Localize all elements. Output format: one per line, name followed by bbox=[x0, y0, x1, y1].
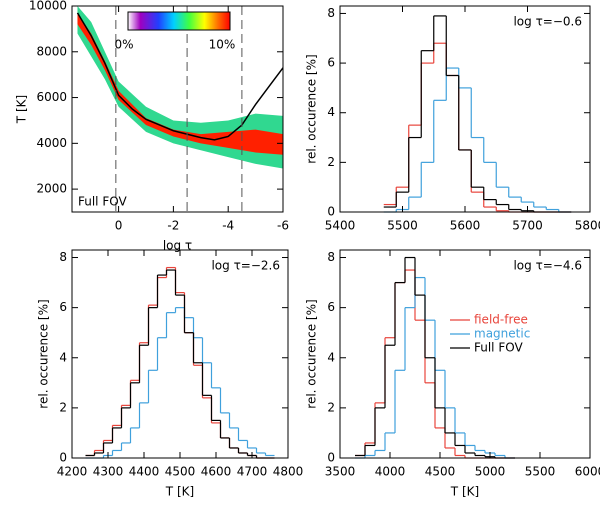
y-tick-label: 2000 bbox=[36, 182, 67, 196]
y-tick-label: 6000 bbox=[36, 90, 67, 104]
x-tick-label: 4700 bbox=[237, 465, 268, 479]
y-tick-label: 2 bbox=[59, 400, 67, 414]
density-core bbox=[77, 12, 283, 155]
y-tick-label: 0 bbox=[59, 451, 67, 465]
x-tick-label: 4000 bbox=[375, 465, 406, 479]
x-tick-label: 5500 bbox=[525, 465, 556, 479]
x-tick-label: 6000 bbox=[575, 465, 600, 479]
x-tick-label: 4200 bbox=[57, 465, 88, 479]
y-tick-label: 4 bbox=[59, 350, 67, 364]
y-tick-label: 6 bbox=[327, 56, 335, 70]
y-axis-label: rel. occurence [%] bbox=[305, 54, 319, 163]
step-connector bbox=[93, 267, 258, 458]
y-axis-label: rel. occurence [%] bbox=[37, 299, 51, 408]
x-tick-label: 5600 bbox=[450, 219, 481, 233]
legend-label: field-free bbox=[474, 313, 528, 327]
y-tick-label: 4 bbox=[327, 105, 335, 119]
x-tick-label: 4500 bbox=[425, 465, 456, 479]
step-connector bbox=[102, 307, 267, 458]
y-tick-label: 8 bbox=[59, 250, 67, 264]
x-tick-label: 5700 bbox=[512, 219, 543, 233]
density-outer bbox=[77, 6, 283, 169]
x-tick-label: 4800 bbox=[273, 465, 304, 479]
x-tick-label: 5400 bbox=[325, 219, 356, 233]
plot-frame bbox=[339, 249, 591, 459]
y-tick-label: 2 bbox=[327, 400, 335, 414]
y-tick-label: 4 bbox=[327, 350, 335, 364]
x-tick-label: 4300 bbox=[93, 465, 124, 479]
y-tick-label: 6 bbox=[59, 300, 67, 314]
y-axis-label: rel. occurence [%] bbox=[305, 299, 319, 408]
step-connector bbox=[364, 257, 496, 458]
step-connector bbox=[395, 15, 535, 212]
x-axis-label: T [K] bbox=[450, 485, 479, 499]
y-tick-label: 2 bbox=[327, 155, 335, 169]
x-tick-label: 4600 bbox=[201, 465, 232, 479]
plot-frame bbox=[71, 5, 284, 213]
panel-title: log τ=−2.6 bbox=[211, 259, 280, 273]
legend-label: magnetic bbox=[474, 327, 530, 341]
panel-title: log τ=−0.6 bbox=[513, 15, 582, 29]
y-tick-label: 4000 bbox=[36, 136, 67, 150]
x-axis-label: log τ bbox=[163, 239, 192, 253]
plot-frame bbox=[339, 5, 591, 213]
colorbar bbox=[127, 11, 231, 31]
y-tick-label: 10000 bbox=[29, 0, 67, 13]
panel-title: log τ=−4.6 bbox=[513, 259, 582, 273]
x-tick-label: -4 bbox=[222, 219, 234, 233]
x-tick-label: 4500 bbox=[165, 465, 196, 479]
y-tick-label: 0 bbox=[327, 451, 335, 465]
x-tick-label: 5000 bbox=[475, 465, 506, 479]
colorbar-label: 0% bbox=[114, 38, 133, 52]
x-axis-label: T [K] bbox=[165, 485, 194, 499]
y-tick-label: 8000 bbox=[36, 44, 67, 58]
y-tick-label: 6 bbox=[327, 300, 335, 314]
plot-frame bbox=[71, 249, 289, 459]
legend-label: Full FOV bbox=[474, 341, 523, 355]
colorbar-label: 10% bbox=[209, 38, 236, 52]
x-tick-label: 0 bbox=[115, 219, 123, 233]
x-tick-label: -6 bbox=[277, 219, 289, 233]
y-tick-label: 8 bbox=[327, 250, 335, 264]
y-tick-label: 0 bbox=[327, 205, 335, 219]
step-connector bbox=[93, 270, 258, 458]
y-axis-label: T [K] bbox=[15, 95, 29, 124]
x-tick-label: -2 bbox=[167, 219, 179, 233]
step-connector bbox=[395, 68, 560, 212]
x-tick-label: 3500 bbox=[325, 465, 356, 479]
x-tick-label: 5500 bbox=[387, 219, 418, 233]
annotation: Full FOV bbox=[78, 195, 127, 209]
x-tick-label: 4400 bbox=[129, 465, 160, 479]
y-tick-label: 8 bbox=[327, 6, 335, 20]
